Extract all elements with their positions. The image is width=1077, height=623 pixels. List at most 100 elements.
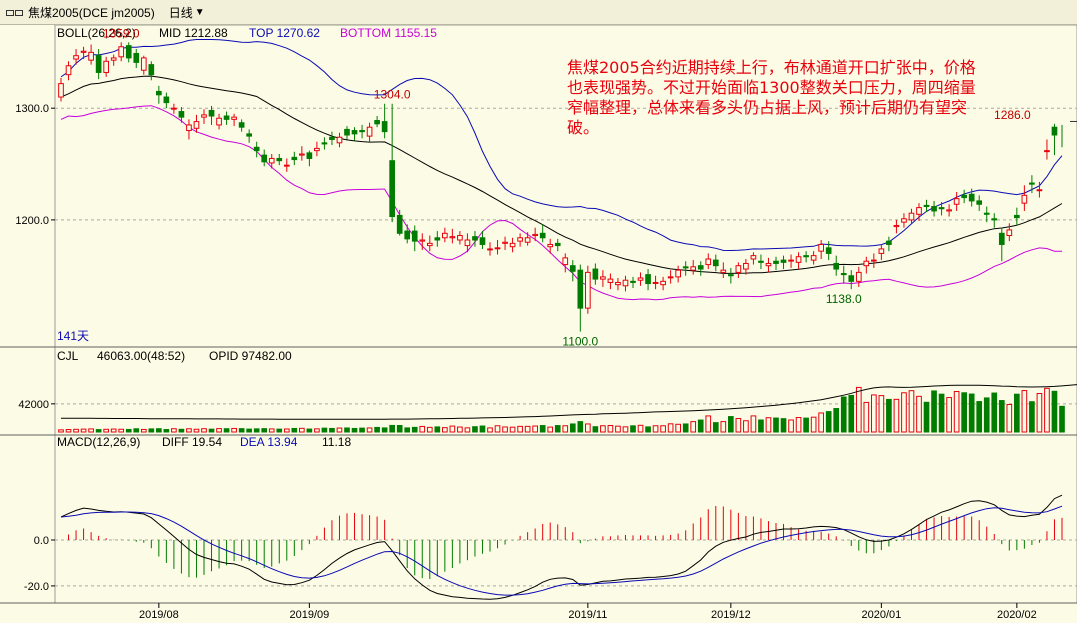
- candle-down: [758, 260, 764, 263]
- price-legend-item: BOTTOM 1155.15: [340, 26, 437, 40]
- candle-up: [855, 271, 862, 282]
- candle-up: [80, 50, 87, 53]
- candle-down: [156, 90, 162, 96]
- candle-up: [58, 83, 64, 98]
- x-axis: 2019/08 2019/09 2019/11 2019/12 2020/01 2020/…: [139, 603, 1037, 621]
- link-icon[interactable]: [6, 7, 24, 17]
- candle-down: [411, 230, 418, 242]
- volume-bar-up: [502, 426, 508, 433]
- candle-down: [886, 240, 892, 245]
- candle-up: [788, 259, 794, 262]
- volume-bar-up: [810, 416, 817, 433]
- candle-up: [314, 147, 320, 152]
- candle-down: [961, 194, 967, 199]
- period-selector[interactable]: 日线: [168, 5, 193, 20]
- candle-down: [1014, 214, 1020, 219]
- volume-bar-up: [283, 428, 290, 433]
- candle-down: [276, 157, 283, 162]
- candle-up: [652, 281, 659, 284]
- chevron-down-icon[interactable]: ▼: [194, 6, 205, 18]
- volume-bar-up: [118, 428, 125, 433]
- candle-down: [630, 280, 636, 283]
- volume-bar-up: [901, 392, 907, 433]
- volume-panel: 42000: [18, 384, 1077, 433]
- candle-up: [622, 279, 629, 287]
- candle-down: [539, 232, 546, 239]
- candle-up: [893, 224, 900, 228]
- candle-up: [532, 233, 538, 237]
- candle-down: [95, 55, 102, 73]
- volume-bar-up: [1044, 387, 1050, 433]
- candle-up: [908, 212, 915, 221]
- price-extreme-label: 1138.0: [826, 292, 862, 306]
- candle-down: [592, 268, 599, 280]
- volume-bar-down: [931, 390, 937, 433]
- volume-bar-down: [682, 423, 689, 433]
- candle-down: [682, 266, 689, 269]
- candle-up: [419, 239, 426, 242]
- symbol-title[interactable]: 焦煤2005(DCE jm2005): [28, 5, 155, 20]
- volume-bar-up: [607, 424, 614, 433]
- volume-legend-item: 46063.00(48:52): [97, 349, 185, 363]
- macd-dea-line: [60, 505, 1063, 596]
- volume-bar-up: [1006, 404, 1013, 433]
- annotation-text: 焦煤2005合约近期持续上行，布林通道开口扩张中，价格也表现强势。不过开始面临1…: [567, 58, 976, 137]
- candle-up: [464, 239, 471, 247]
- candle-down: [472, 236, 478, 241]
- volume-bar-down: [803, 417, 809, 433]
- candle-up: [494, 247, 501, 250]
- candle-up: [637, 277, 644, 281]
- candle-down: [479, 237, 486, 245]
- volume-bar-up: [788, 419, 794, 433]
- volume-bar-down: [359, 427, 365, 433]
- volume-bar-up: [675, 423, 681, 433]
- candle-up: [600, 276, 606, 280]
- macd-legend-item: 11.18: [322, 435, 351, 449]
- macd-legend-item: MACD(12,26,9): [57, 435, 140, 449]
- volume-bar-up: [80, 428, 87, 433]
- volume-bar-down: [291, 427, 298, 433]
- x-tick-label: 2020/02: [997, 609, 1037, 621]
- volume-bar-up: [299, 427, 305, 433]
- volume-bar-up: [186, 428, 192, 433]
- volume-bar-up: [464, 427, 471, 433]
- volume-bar-down: [848, 394, 855, 433]
- x-tick-label: 2019/08: [139, 609, 179, 621]
- candle-down: [976, 200, 983, 205]
- candle-down: [780, 259, 787, 263]
- volume-bar-up: [871, 394, 877, 433]
- candle-up: [690, 266, 697, 271]
- candle-up: [1036, 189, 1043, 192]
- volume-bar-up: [562, 425, 569, 433]
- volume-bar-down: [886, 398, 892, 433]
- candle-up: [607, 278, 614, 283]
- volume-bar-down: [1029, 401, 1035, 433]
- price-panel: 1300.0 1200.0 1359.0 1304.0 1100.0 1138.0 1286…: [15, 26, 1077, 349]
- volume-bar-up: [426, 426, 433, 433]
- candle-up: [103, 60, 109, 73]
- candle-down: [938, 207, 945, 210]
- volume-bar-up: [615, 425, 621, 433]
- volume-bar-down: [351, 427, 358, 433]
- candle-down: [833, 262, 840, 270]
- window-titlebar: 焦煤2005(DCE jm2005) 日线 ▼: [0, 0, 1077, 25]
- volume-bar-up: [268, 428, 275, 433]
- volume-bar-down: [728, 416, 734, 433]
- candle-down: [998, 232, 1005, 245]
- volume-bar-up: [953, 391, 960, 433]
- volume-bar-down: [472, 426, 478, 433]
- macd-panel: 0.0 -20.0: [24, 494, 1077, 600]
- chart-frame: [0, 25, 1077, 604]
- candle-up: [524, 237, 531, 243]
- volume-bar-down: [645, 426, 651, 433]
- volume-bar-up: [110, 428, 117, 433]
- volume-bar-up: [58, 429, 64, 433]
- volume-bar-down: [381, 427, 388, 433]
- candle-up: [509, 242, 516, 248]
- x-tick-label: 2019/11: [568, 609, 607, 621]
- volume-bar-down: [577, 421, 584, 433]
- candle-up: [660, 280, 666, 286]
- volume-bar-down: [998, 400, 1005, 433]
- candle-up: [1021, 194, 1028, 204]
- volume-bar-down: [758, 419, 764, 433]
